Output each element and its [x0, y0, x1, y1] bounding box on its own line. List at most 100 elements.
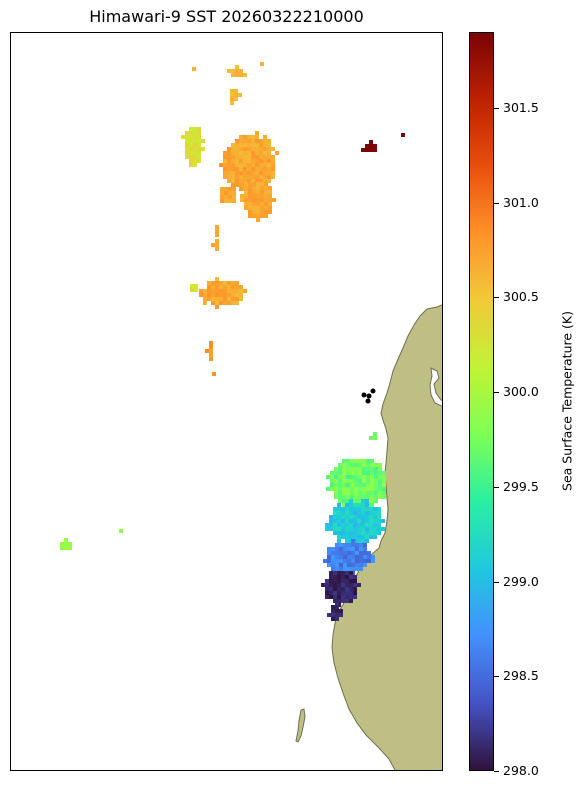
sst-pixel — [350, 479, 354, 483]
sst-pixel — [335, 559, 339, 563]
sst-pixel — [374, 471, 378, 475]
sst-pixel — [220, 191, 224, 195]
sst-pixel — [358, 483, 362, 487]
sst-pixel — [325, 595, 329, 599]
sst-pixel — [343, 543, 347, 547]
sst-pixel — [365, 519, 369, 523]
colorbar-tick — [494, 392, 499, 393]
sst-pixel — [358, 475, 362, 479]
sst-pixel — [338, 495, 342, 499]
sst-pixel — [267, 139, 271, 143]
sst-pixel — [189, 131, 193, 135]
sst-pixel — [345, 599, 349, 603]
sst-pixel — [329, 523, 333, 527]
sst-pixel — [333, 587, 337, 591]
sst-pixel — [331, 609, 335, 613]
sst-pixel — [351, 551, 355, 555]
sst-pixel — [345, 531, 349, 535]
sst-pixel — [341, 579, 345, 583]
sst-pixel — [362, 467, 366, 471]
sst-pixel — [363, 547, 367, 551]
sst-pixel — [239, 151, 243, 155]
sst-pixel — [358, 471, 362, 475]
sst-pixel — [369, 519, 373, 523]
sst-pixel — [251, 159, 255, 163]
sst-pixel — [256, 202, 260, 206]
sst-pixel — [353, 515, 357, 519]
sst-pixel — [252, 214, 256, 218]
sst-pixel — [251, 139, 255, 143]
sst-pixel — [345, 575, 349, 579]
sst-pixel — [219, 163, 223, 167]
sst-pixel — [185, 135, 189, 139]
sst-pixel — [248, 202, 252, 206]
sst-pixel — [341, 507, 345, 511]
sst-pixel — [231, 179, 235, 183]
sst-pixel — [330, 471, 334, 475]
sst-pixel — [223, 285, 227, 289]
sst-pixel — [335, 567, 339, 571]
sst-pixel — [231, 171, 235, 175]
sst-pixel — [370, 503, 374, 507]
sst-pixel — [349, 575, 353, 579]
sst-pixel — [359, 543, 363, 547]
sst-pixel — [357, 523, 361, 527]
sst-pixel — [244, 194, 248, 198]
colorbar-tick — [494, 676, 499, 677]
sst-pixel — [325, 591, 329, 595]
sst-pixel — [335, 617, 339, 621]
sst-pixel — [361, 535, 365, 539]
sst-pixel — [349, 587, 353, 591]
sst-pixel — [339, 543, 343, 547]
sst-pixel — [367, 555, 371, 559]
sst-pixel — [185, 155, 189, 159]
sst-pixel — [345, 539, 349, 543]
station-marker — [366, 393, 372, 399]
sst-pixel — [227, 179, 231, 183]
sst-pixel — [251, 175, 255, 179]
sst-pixel — [197, 151, 201, 155]
sst-pixel — [366, 479, 370, 483]
sst-pixel — [338, 479, 342, 483]
sst-pixel — [251, 179, 255, 183]
sst-pixel — [193, 127, 197, 131]
sst-pixel — [331, 567, 335, 571]
sst-pixel — [235, 293, 239, 297]
sst-pixel — [230, 89, 234, 93]
sst-pixel — [350, 471, 354, 475]
sst-pixel — [197, 127, 201, 131]
sst-pixel — [227, 281, 231, 285]
sst-pixel — [223, 289, 227, 293]
sst-pixel — [268, 202, 272, 206]
sst-pixel — [193, 135, 197, 139]
sst-pixel — [349, 571, 353, 575]
sst-pixel — [351, 555, 355, 559]
sst-pixel — [347, 555, 351, 559]
sst-pixel — [215, 285, 219, 289]
sst-pixel — [345, 535, 349, 539]
sst-pixel — [326, 487, 330, 491]
sst-pixel — [338, 463, 342, 467]
sst-pixel — [239, 297, 243, 301]
sst-pixel — [219, 301, 223, 305]
sst-pixel — [239, 293, 243, 297]
sst-pixel — [370, 487, 374, 491]
sst-pixel — [201, 147, 205, 151]
sst-pixel — [361, 507, 365, 511]
sst-pixel — [359, 567, 363, 571]
sst-pixel — [343, 563, 347, 567]
sst-pixel — [248, 190, 252, 194]
sst-pixel — [235, 289, 239, 293]
sst-pixel — [247, 143, 251, 147]
sst-pixel — [358, 467, 362, 471]
sst-pixel — [373, 523, 377, 527]
sst-pixel — [227, 163, 231, 167]
sst-pixel — [189, 147, 193, 151]
sst-pixel — [251, 135, 255, 139]
sst-pixel — [342, 463, 346, 467]
sst-pixel — [337, 579, 341, 583]
sst-pixel — [238, 93, 242, 97]
sst-pixel — [333, 523, 337, 527]
sst-pixel — [343, 551, 347, 555]
sst-pixel — [255, 175, 259, 179]
